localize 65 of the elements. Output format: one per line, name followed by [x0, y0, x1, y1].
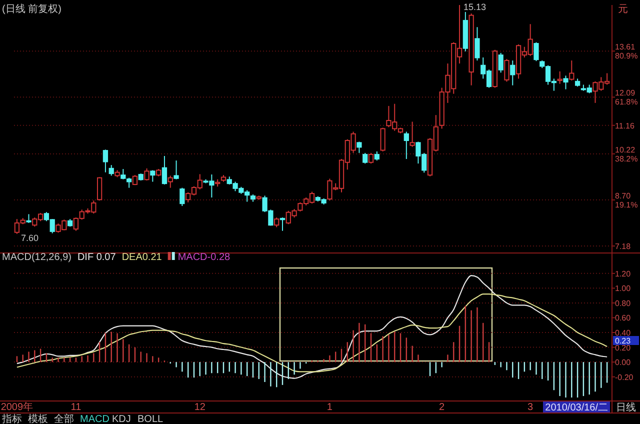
candlestick	[534, 42, 539, 62]
candlestick	[108, 164, 114, 176]
annotation: 7.60	[20, 232, 38, 243]
annotation: 15.13	[464, 2, 486, 12]
y-tick-label: 0.60	[615, 314, 632, 323]
candlestick	[474, 26, 480, 61]
candlestick	[356, 141, 362, 154]
candlestick	[150, 170, 156, 182]
candlestick	[274, 217, 280, 228]
candlestick	[362, 152, 368, 164]
y-tick-label: 1.20	[615, 269, 632, 278]
candlestick	[102, 149, 108, 173]
candlestick	[174, 160, 179, 180]
y-tick-label: 11.16	[615, 121, 635, 130]
candlestick	[504, 58, 510, 82]
text: 全部	[54, 413, 74, 424]
y-tick-label: 12.09 61.8%	[615, 88, 638, 107]
candlestick	[510, 60, 516, 86]
y-tick-label: 0.20	[615, 343, 632, 352]
y-tick-label: -0.20	[615, 372, 634, 382]
text: BOLL	[138, 414, 164, 424]
x-tick-label: 12	[194, 402, 206, 413]
y-axis-title: 元	[618, 4, 628, 15]
candlestick	[162, 155, 168, 185]
candlestick	[563, 75, 568, 90]
candlestick	[498, 52, 504, 74]
x-tick-label: 11	[70, 402, 82, 413]
y-tick-label: 13.61 80.9%	[615, 42, 638, 61]
y-tick-label: 1.00	[615, 284, 632, 294]
line-series	[16, 294, 608, 372]
x-tick-label: 2	[439, 402, 446, 413]
y-tick-label: 10.22 38.2%	[615, 145, 638, 164]
chart-title: (日线 前复权)	[2, 3, 62, 15]
candlestick	[280, 217, 286, 232]
candlestick	[97, 176, 102, 202]
y-tick-label: 8.70 19.1%	[615, 191, 638, 210]
text: KDJ	[112, 414, 131, 424]
line-series	[16, 275, 608, 379]
text: MACD	[80, 414, 110, 424]
chart-title: MACD(12,26,9)	[2, 252, 72, 263]
text: 2010/03/16/二	[545, 402, 608, 414]
x-tick-label: 3	[528, 402, 534, 413]
candlestick	[368, 152, 374, 164]
candlestick	[374, 150, 380, 162]
text: 日线	[616, 402, 636, 414]
text: 模板	[28, 413, 48, 424]
candlestick	[168, 175, 173, 188]
text: 0.23	[615, 336, 632, 346]
candlestick	[557, 70, 562, 84]
candlestick	[410, 121, 415, 148]
text: DIF 0.07	[77, 252, 116, 263]
text: DEA0.21	[122, 252, 162, 263]
candlestick	[144, 168, 150, 182]
y-tick-label: 0.80	[615, 298, 632, 308]
y-tick-label: 7.18	[615, 242, 632, 251]
y-tick-label: 0.00	[615, 358, 632, 368]
x-tick-label: 1	[326, 402, 333, 413]
x-tick-label: 2009年	[0, 401, 34, 413]
candlestick	[569, 60, 574, 81]
candlestick	[380, 127, 386, 152]
text: 指标	[1, 413, 22, 424]
candlestick	[180, 187, 185, 206]
legend-label: MACD-0.28	[178, 252, 231, 263]
y-tick-label: 0.40	[615, 328, 632, 338]
candlestick	[404, 131, 409, 160]
